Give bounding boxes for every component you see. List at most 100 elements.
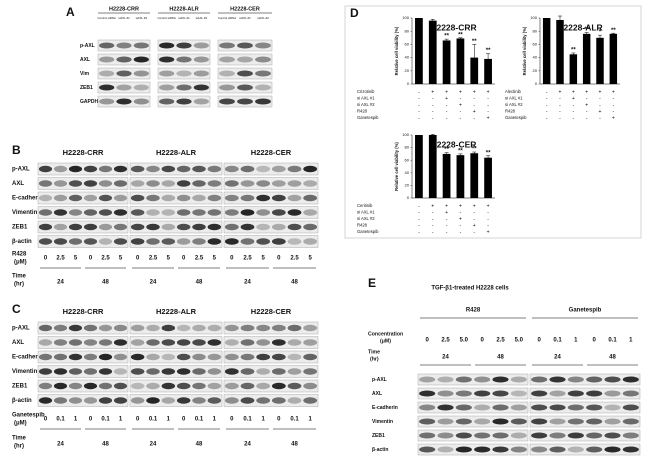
cell-line-label: H2228-ALR xyxy=(169,6,198,12)
band xyxy=(287,397,302,404)
treatment-sign: - xyxy=(432,210,434,216)
band xyxy=(130,397,145,404)
treatment-sign: + xyxy=(585,89,588,95)
band xyxy=(303,397,318,404)
band xyxy=(159,42,175,49)
band xyxy=(474,376,491,383)
band xyxy=(98,353,113,361)
band xyxy=(161,368,176,375)
band xyxy=(53,223,68,231)
time-unit: (hr) xyxy=(14,282,24,288)
protein-label: p-AXL xyxy=(12,167,30,173)
bar xyxy=(484,157,492,198)
band xyxy=(159,98,175,105)
band xyxy=(567,446,584,453)
band xyxy=(146,397,160,404)
band xyxy=(604,418,621,425)
bar xyxy=(470,153,479,198)
band xyxy=(53,209,68,216)
band xyxy=(130,324,145,332)
treatment-sign: + xyxy=(487,203,490,209)
band xyxy=(38,368,53,375)
treatment-sign: - xyxy=(460,109,462,115)
band xyxy=(68,353,83,361)
protein-label: p-AXL xyxy=(80,43,95,49)
band xyxy=(99,84,115,91)
band xyxy=(113,180,128,187)
band xyxy=(437,418,454,425)
treatment-sign: + xyxy=(599,109,602,115)
dose-value: 0 xyxy=(537,338,541,344)
band xyxy=(192,165,206,173)
bar xyxy=(556,19,564,85)
band xyxy=(176,98,192,105)
y-tick-label: 40 xyxy=(405,170,410,175)
band xyxy=(113,353,128,361)
bar xyxy=(596,37,604,84)
band xyxy=(68,209,83,216)
band xyxy=(303,382,318,390)
treatment-sign: - xyxy=(559,115,561,121)
treatment-sign: + xyxy=(459,102,462,108)
y-tick-label: 80 xyxy=(533,28,538,33)
band xyxy=(68,382,83,390)
treatment-sign: - xyxy=(599,115,601,121)
band xyxy=(113,368,128,375)
protein-label: β-actin xyxy=(372,447,388,453)
lane-label: siAXL #2 xyxy=(136,16,148,20)
dose-value: 2.5 xyxy=(56,256,65,262)
band xyxy=(510,418,527,425)
band xyxy=(159,56,175,63)
dose-value: 1 xyxy=(308,417,312,423)
band xyxy=(207,194,222,202)
treatment-sign: - xyxy=(432,96,434,102)
bar xyxy=(582,33,591,84)
band xyxy=(586,390,603,397)
band xyxy=(455,446,472,453)
band xyxy=(419,446,436,453)
band xyxy=(192,223,206,231)
dose-value: 0 xyxy=(44,256,48,262)
band xyxy=(240,353,255,361)
band xyxy=(146,223,160,231)
treatment-sign: + xyxy=(612,115,615,121)
treatment-sign: - xyxy=(460,223,462,229)
treatment-sign: + xyxy=(487,115,490,121)
band xyxy=(455,376,472,383)
band xyxy=(474,418,491,425)
band xyxy=(159,84,175,91)
band xyxy=(98,165,113,173)
band xyxy=(133,42,149,49)
time-value: 24 xyxy=(57,442,64,448)
treatment-sign: - xyxy=(559,109,561,115)
bar xyxy=(609,33,618,84)
blot-strip xyxy=(529,429,641,442)
band xyxy=(240,324,255,332)
band xyxy=(193,56,209,63)
band xyxy=(68,238,83,245)
treatment-sign: - xyxy=(418,102,420,108)
band xyxy=(224,238,239,245)
treatment-sign: - xyxy=(599,96,601,102)
band xyxy=(256,180,271,187)
band xyxy=(437,404,454,411)
dose-label: Concentration xyxy=(368,331,403,337)
band xyxy=(130,368,145,375)
blot-strip xyxy=(223,177,319,190)
band xyxy=(474,404,491,411)
treatment-sign: - xyxy=(460,115,462,121)
y-axis-label: Relative cell viability (%) xyxy=(394,26,399,75)
band xyxy=(510,376,527,383)
band xyxy=(53,368,68,375)
band xyxy=(192,324,206,332)
band xyxy=(219,56,235,63)
blot-strip xyxy=(417,387,529,400)
band xyxy=(240,194,255,202)
band xyxy=(38,353,53,361)
treatment-sign: - xyxy=(572,109,574,115)
treatment-sign: + xyxy=(473,203,476,209)
protein-label: Vimentin xyxy=(12,369,38,375)
treatment-sign: - xyxy=(418,216,420,222)
band xyxy=(549,418,566,425)
band xyxy=(237,56,253,63)
